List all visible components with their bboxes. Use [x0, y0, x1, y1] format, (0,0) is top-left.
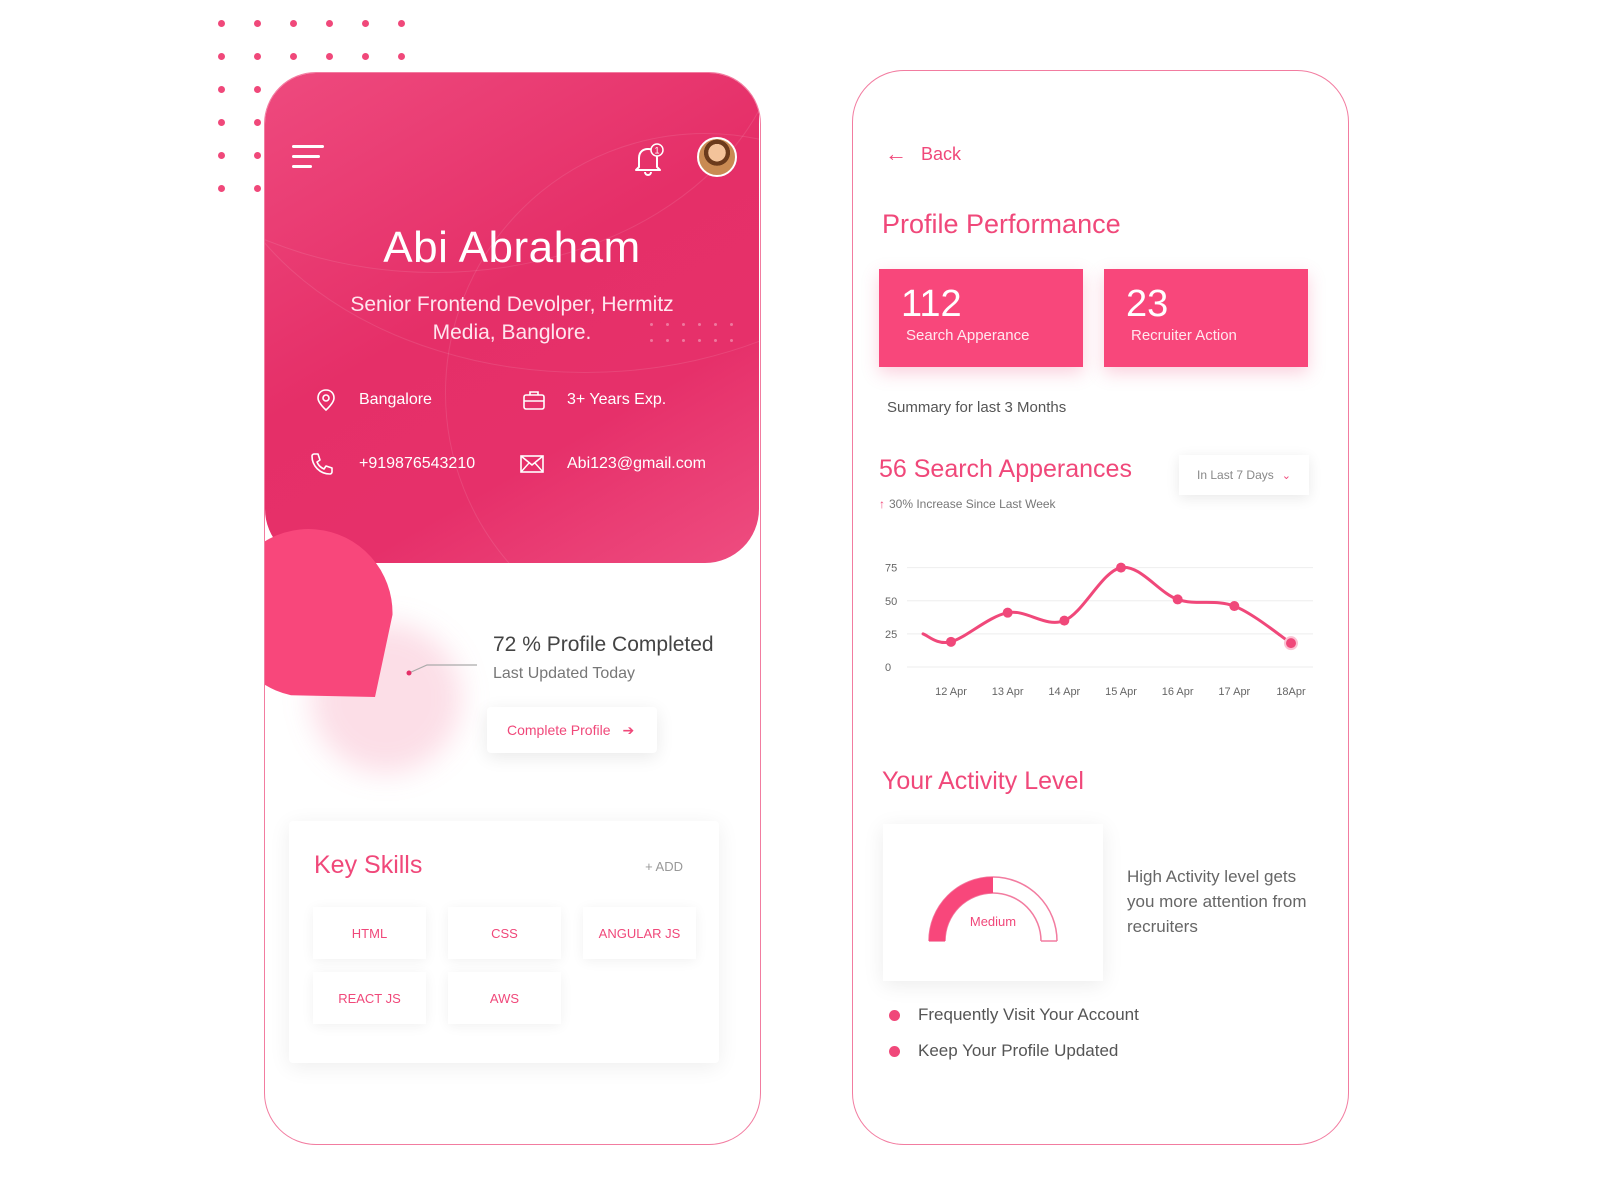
y-tick-label: 50: [885, 596, 897, 608]
notification-count: 1: [654, 146, 659, 156]
y-tick-label: 25: [885, 629, 897, 641]
profile-name: Abi Abraham: [383, 223, 641, 272]
activity-tip-text: Frequently Visit Your Account: [918, 1005, 1139, 1024]
complete-profile-label: Complete Profile: [507, 722, 611, 738]
pie-filled-slice: [265, 529, 393, 697]
data-point[interactable]: [1284, 636, 1298, 651]
bullet-dot: [889, 1009, 900, 1021]
skill-chip[interactable]: HTML: [313, 907, 426, 959]
gauge-fill: [929, 877, 993, 941]
key-skills-title: Key Skills: [314, 851, 423, 879]
phone-text[interactable]: +919876543210: [359, 455, 476, 472]
x-tick-label: 14 Apr: [1048, 686, 1080, 698]
y-tick-label: 0: [885, 662, 891, 674]
stat-value: 23: [1126, 283, 1169, 325]
activity-level-label: Medium: [970, 914, 1016, 929]
search-appearances-subtitle: ↑ 30% Increase Since Last Week: [879, 497, 1056, 511]
pie-leader-dot: [406, 670, 412, 676]
hamburger-menu-icon[interactable]: [292, 145, 324, 171]
data-point[interactable]: [946, 636, 956, 647]
data-point[interactable]: [1059, 615, 1070, 626]
location-pin-icon: [317, 389, 335, 412]
profile-performance-title: Profile Performance: [882, 209, 1121, 239]
activity-tip: Frequently Visit Your Account: [889, 1005, 1139, 1025]
search-appearances-line-chart: 0 25 50 75 12 Apr 13 Apr 14 Apr 15 Apr 16 Apr 17 …: [885, 562, 1313, 698]
phone-icon: [311, 453, 333, 475]
back-button[interactable]: ← Back: [885, 141, 961, 167]
activity-gauge-card: Medium: [883, 824, 1103, 981]
profile-role-line2: Media, Banglore.: [432, 321, 592, 344]
user-avatar[interactable]: [697, 137, 737, 177]
activity-tip: Keep Your Profile Updated: [889, 1041, 1118, 1061]
stat-label: Recruiter Action: [1131, 327, 1237, 344]
x-tick-label: 17 Apr: [1218, 686, 1250, 698]
x-tick-label: 18Apr: [1276, 686, 1306, 698]
skill-chip[interactable]: ANGULAR JS: [583, 907, 696, 959]
arrow-left-icon: ←: [885, 141, 907, 166]
email-text[interactable]: Abi123@gmail.com: [567, 455, 706, 472]
x-tick-label: 12 Apr: [935, 686, 967, 698]
key-skills-card: Key Skills + ADD HTML CSS ANGULAR JS REA…: [289, 821, 719, 1063]
data-point[interactable]: [1116, 562, 1126, 573]
decorative-dot-grid: [218, 20, 405, 195]
location-text: Bangalore: [359, 391, 432, 408]
stat-label: Search Apperance: [906, 327, 1030, 344]
profile-role-line1: Senior Frontend Devolper, Hermitz: [350, 293, 674, 316]
bell-icon[interactable]: 1: [633, 143, 664, 177]
x-tick-label: 15 Apr: [1105, 686, 1137, 698]
pie-leader-line: [408, 664, 477, 674]
recruiter-action-card[interactable]: 23 Recruiter Action: [1104, 269, 1308, 367]
performance-screen: ← Back Profile Performance 112 Search Ap…: [852, 70, 1349, 1145]
skill-chip[interactable]: AWS: [448, 972, 561, 1024]
y-tick-label: 75: [885, 563, 897, 575]
summary-text: Summary for last 3 Months: [887, 399, 1067, 416]
complete-profile-button[interactable]: Complete Profile ➔: [487, 707, 657, 753]
add-skill-button[interactable]: + ADD: [645, 859, 683, 874]
data-point[interactable]: [1229, 601, 1240, 612]
date-range-dropdown[interactable]: In Last 7 Days ⌄: [1179, 455, 1309, 495]
arrow-right-icon: ➔: [622, 721, 635, 738]
search-appearances-title: 56 Search Apperances: [879, 455, 1132, 483]
date-range-value: In Last 7 Days: [1197, 468, 1274, 482]
search-appearance-card[interactable]: 112 Search Apperance: [879, 269, 1083, 367]
activity-level-title: Your Activity Level: [882, 767, 1084, 795]
data-point[interactable]: [1172, 594, 1183, 605]
chevron-down-icon: ⌄: [1281, 469, 1291, 482]
profile-completion-pie: [265, 529, 477, 773]
x-tick-label: 16 Apr: [1162, 686, 1194, 698]
activity-tip-text: Keep Your Profile Updated: [918, 1041, 1119, 1060]
activity-description: High Activity level gets you more attent…: [1127, 867, 1307, 936]
mail-icon: [520, 455, 544, 473]
increase-text: 30% Increase Since Last Week: [889, 497, 1056, 511]
back-label: Back: [921, 143, 962, 164]
x-tick-label: 13 Apr: [992, 686, 1024, 698]
data-point[interactable]: [1002, 607, 1013, 618]
arrow-up-icon: ↑: [879, 497, 885, 511]
bullet-dot: [889, 1045, 900, 1057]
experience-text: 3+ Years Exp.: [567, 391, 667, 408]
skill-chip[interactable]: REACT JS: [313, 972, 426, 1024]
profile-last-updated: Last Updated Today: [493, 665, 636, 682]
profile-screen: 1 Abi Abraham Senior Frontend Devolper, …: [264, 72, 761, 1145]
skill-chip[interactable]: CSS: [448, 907, 561, 959]
profile-header-card: 1 Abi Abraham Senior Frontend Devolper, …: [265, 73, 759, 563]
briefcase-icon: [523, 391, 545, 410]
profile-role: Senior Frontend Devolper, Hermitz Media,…: [305, 291, 719, 347]
header-dot-decoration: [650, 323, 740, 347]
gauge-outline-inner: [944, 892, 1042, 942]
stat-value: 112: [901, 283, 962, 325]
profile-completed-title: 72 % Profile Completed: [493, 633, 714, 656]
